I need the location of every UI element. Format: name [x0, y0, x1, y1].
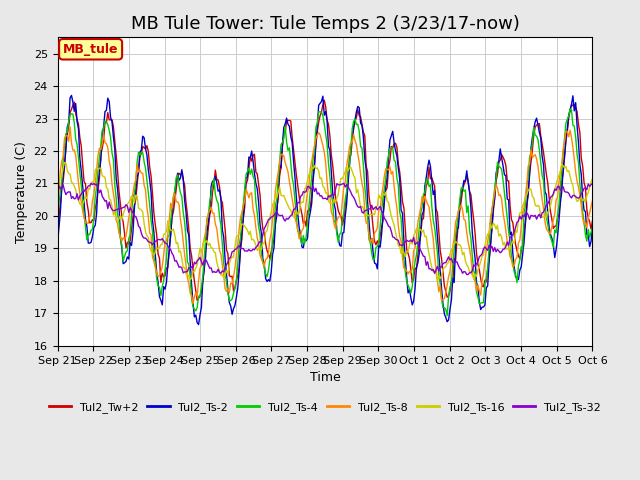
Y-axis label: Temperature (C): Temperature (C) — [15, 141, 28, 242]
Legend: Tul2_Tw+2, Tul2_Ts-2, Tul2_Ts-4, Tul2_Ts-8, Tul2_Ts-16, Tul2_Ts-32: Tul2_Tw+2, Tul2_Ts-2, Tul2_Ts-4, Tul2_Ts… — [44, 397, 605, 418]
Title: MB Tule Tower: Tule Temps 2 (3/23/17-now): MB Tule Tower: Tule Temps 2 (3/23/17-now… — [131, 15, 520, 33]
Text: MB_tule: MB_tule — [63, 43, 118, 56]
X-axis label: Time: Time — [310, 371, 340, 384]
